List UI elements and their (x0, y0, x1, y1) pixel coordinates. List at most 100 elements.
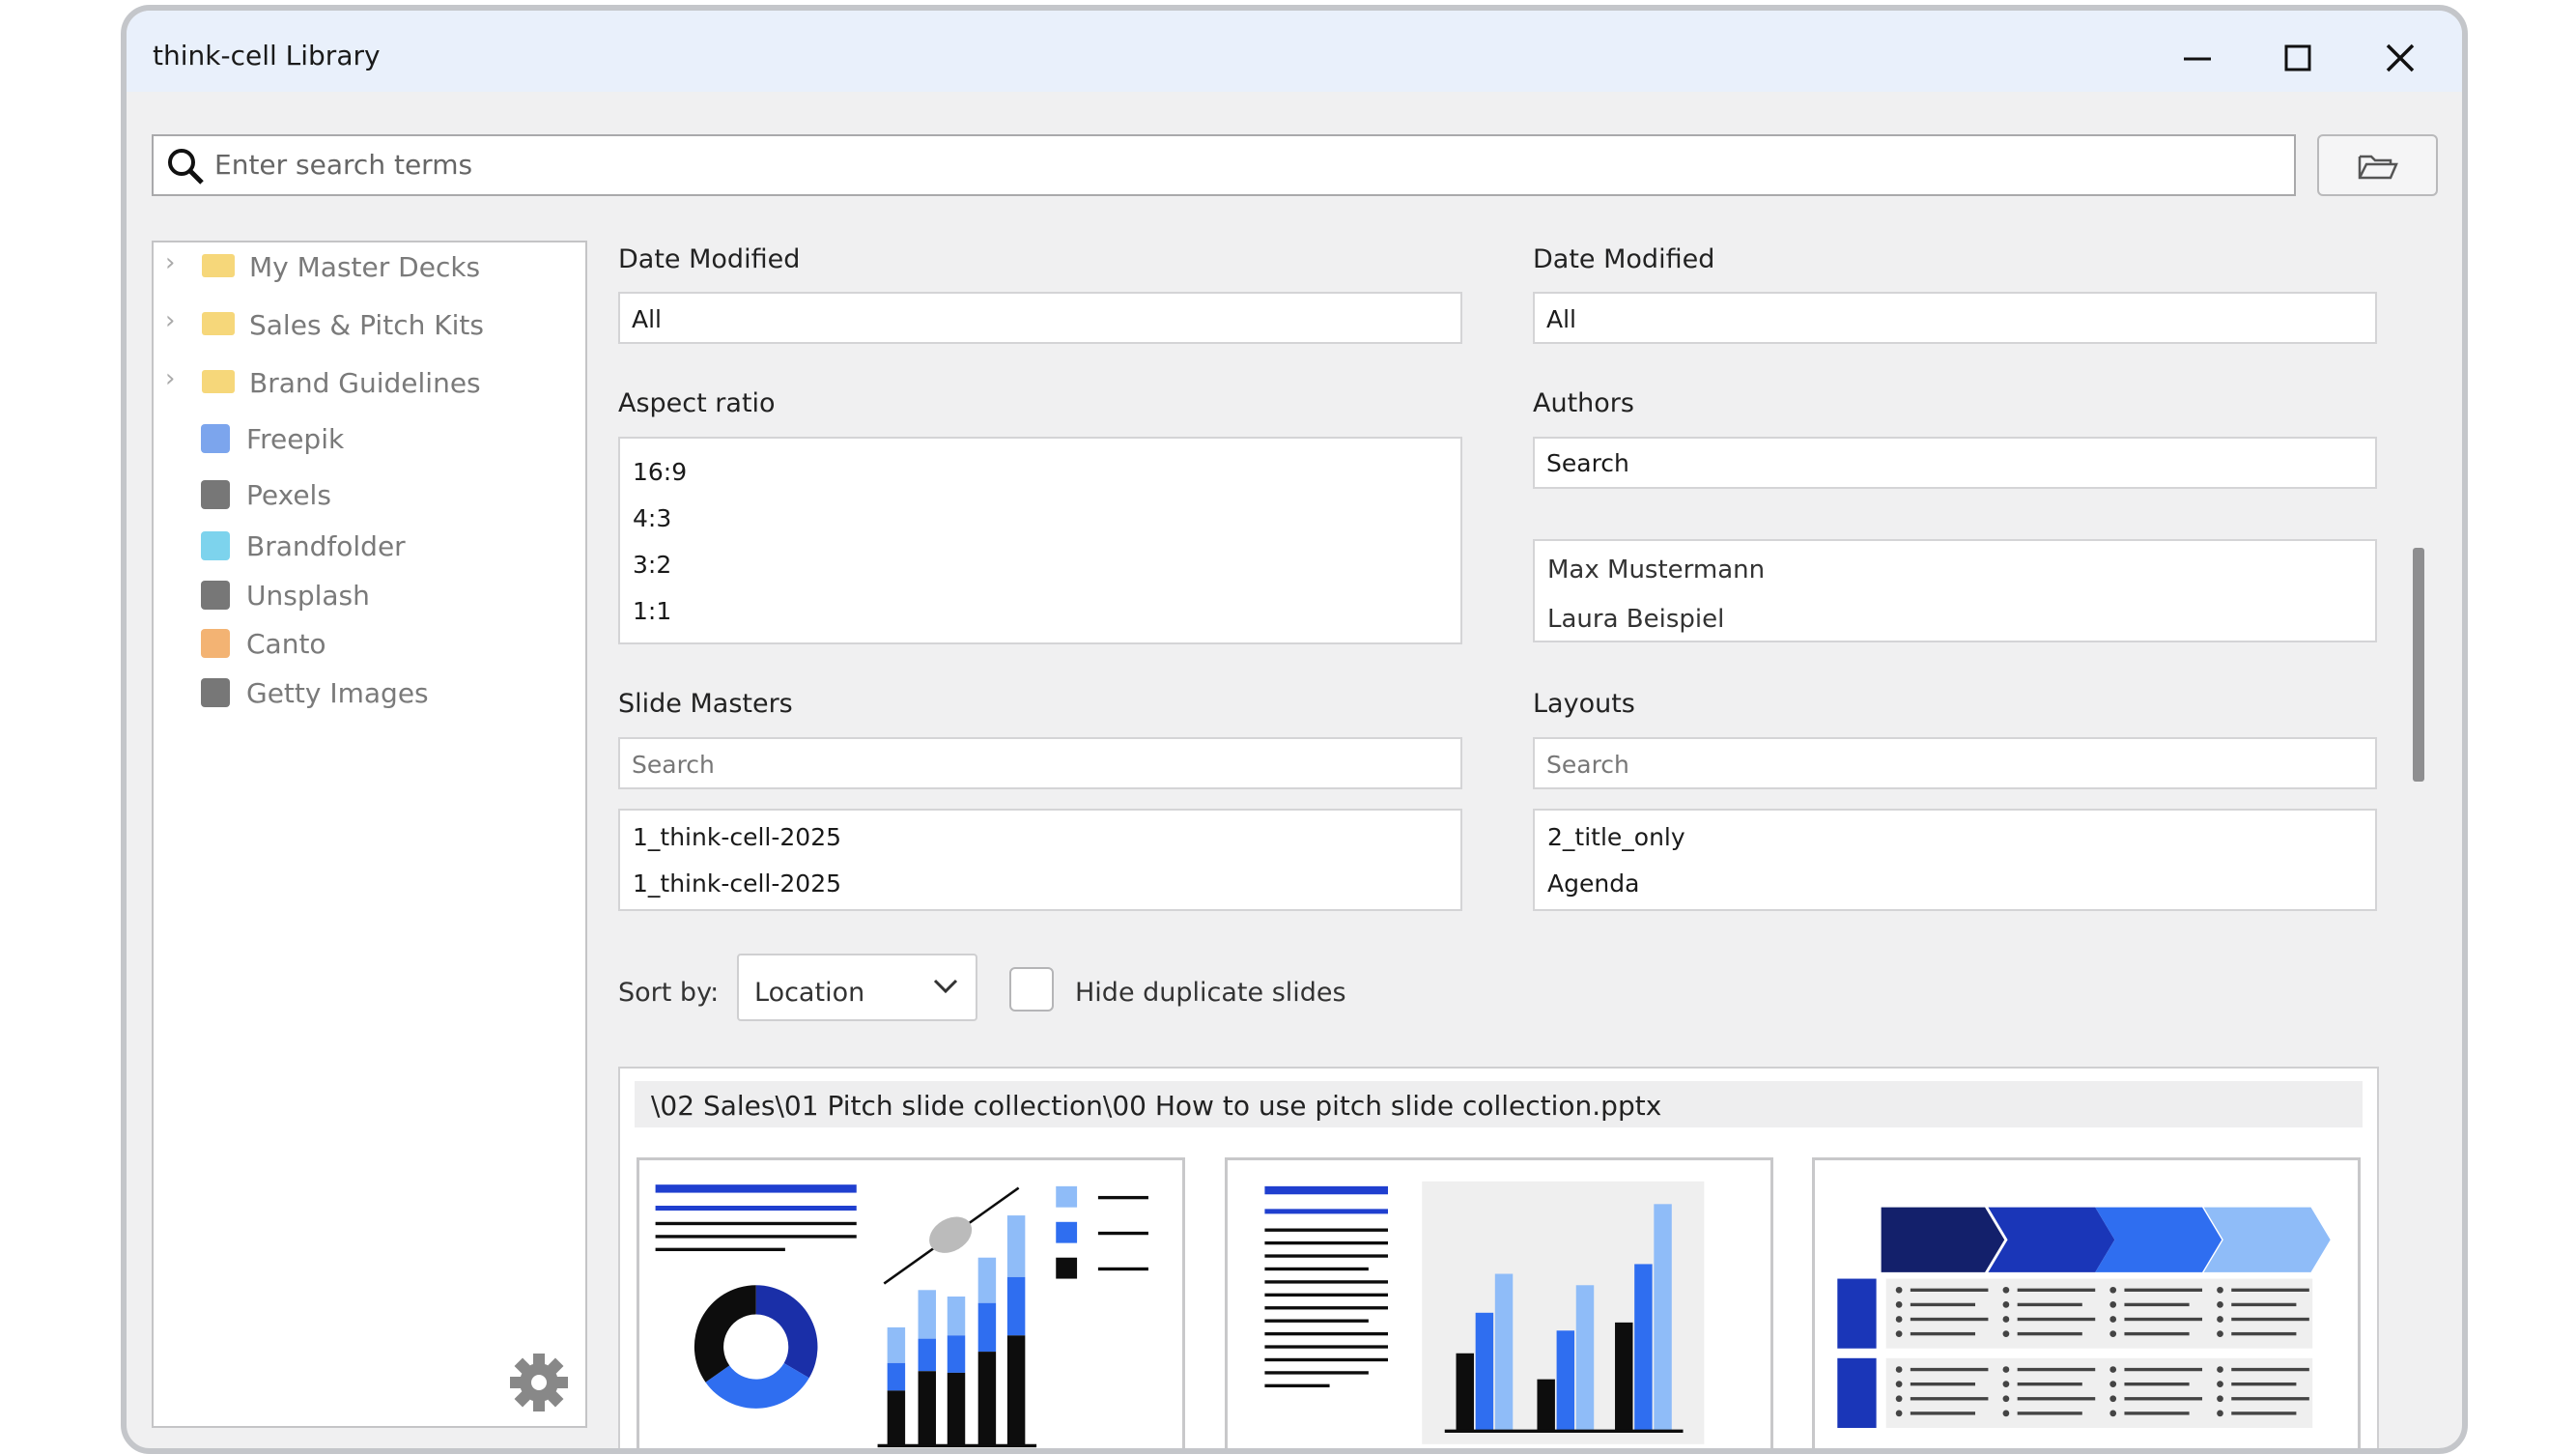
date-dropdown[interactable] (618, 292, 1462, 344)
slide-master-option[interactable]: 1_think-cell-2025 (633, 823, 842, 851)
aspect-option[interactable]: 3:2 (633, 551, 672, 579)
bar (1556, 1330, 1575, 1432)
aspect-list (618, 437, 1462, 644)
bullet-line (1910, 1302, 1976, 1307)
date-dropdown[interactable] (1533, 292, 2377, 344)
folder-name[interactable]: Brand Guidelines (249, 367, 481, 399)
bar-segment (887, 1390, 906, 1446)
bullet (2002, 1316, 2010, 1323)
legend-swatch (1056, 1185, 1078, 1208)
expand-chevron[interactable]: › (165, 248, 176, 277)
sidebar (152, 241, 587, 1428)
shape (655, 1184, 857, 1193)
folder-icon (202, 370, 235, 393)
bar (1456, 1353, 1474, 1432)
source-name[interactable]: Brandfolder (246, 530, 406, 562)
text-line (1264, 1240, 1389, 1245)
aspect-option[interactable]: 1:1 (633, 597, 672, 625)
bullet-line (2231, 1397, 2309, 1401)
slide-master-option[interactable]: 1_think-cell-2025 (633, 870, 842, 898)
folder-name[interactable]: My Master Decks (249, 251, 481, 283)
bullet (2217, 1286, 2223, 1294)
settings-gear[interactable] (508, 1352, 570, 1413)
slide-thumbnail[interactable] (1812, 1157, 2361, 1454)
bullet (2002, 1366, 2010, 1373)
bullet-line (2124, 1411, 2190, 1415)
bullet (2217, 1410, 2223, 1417)
shape (655, 1235, 857, 1239)
source-icon (201, 678, 230, 707)
slide-thumbnail[interactable] (637, 1157, 1185, 1454)
search-box[interactable] (152, 134, 2296, 196)
bar-segment (947, 1372, 966, 1446)
sort-dropdown[interactable] (737, 954, 977, 1021)
source-name[interactable]: Getty Images (246, 677, 429, 709)
row-block (1837, 1357, 1877, 1428)
source-name[interactable]: Freepik (246, 423, 345, 455)
row-block (1837, 1278, 1877, 1349)
bar (1475, 1312, 1494, 1432)
gear-tooth (514, 1357, 532, 1376)
bar-segment (947, 1297, 966, 1336)
hide-duplicates-checkbox[interactable] (1009, 967, 1054, 1012)
title-bar (127, 11, 2462, 92)
legend-swatch (1056, 1221, 1078, 1243)
bullet (2109, 1330, 2117, 1337)
text-line (1264, 1383, 1330, 1388)
expand-chevron[interactable]: › (165, 306, 176, 335)
bullet-line (1910, 1317, 1989, 1322)
text-line (1264, 1228, 1389, 1232)
shape (655, 1247, 785, 1252)
filter-label: Date Modified (618, 244, 801, 274)
author-option[interactable]: Laura Beispiel (1547, 605, 1725, 634)
bullet-line (2017, 1411, 2082, 1415)
layout-option[interactable]: Agenda (1547, 870, 1640, 898)
source-name[interactable]: Pexels (246, 479, 331, 511)
bullet-line (2231, 1411, 2297, 1415)
bar-segment (977, 1302, 997, 1353)
authors-search[interactable] (1533, 437, 2377, 489)
bullet-line (2231, 1367, 2309, 1372)
author-option[interactable]: Max Mustermann (1547, 556, 1766, 584)
scrollbar[interactable] (2413, 548, 2424, 782)
bullet-line (2017, 1288, 2096, 1292)
expand-chevron[interactable]: › (165, 364, 176, 393)
maximize[interactable] (2284, 44, 2311, 71)
bullet-line (2124, 1288, 2203, 1292)
text-line (1264, 1293, 1389, 1297)
bar-segment (1006, 1335, 1026, 1446)
text-line (1264, 1280, 1389, 1284)
bullet-line (1910, 1411, 1976, 1415)
layout-option[interactable]: 2_title_only (1547, 823, 1685, 851)
bullet-line (1910, 1331, 1976, 1336)
bullet-line (2124, 1331, 2190, 1336)
filter-label: Aspect ratio (618, 388, 776, 418)
chevron (1881, 1207, 2005, 1272)
bullet-line (1910, 1382, 1976, 1386)
layouts-search[interactable] (1533, 737, 2377, 789)
bar-segment (1006, 1276, 1026, 1336)
bullet-line (2124, 1317, 2203, 1322)
filter-label: Slide Masters (618, 689, 793, 719)
source-name[interactable]: Canto (246, 628, 326, 660)
bullet-line (2231, 1302, 2297, 1307)
bullet-line (2231, 1331, 2297, 1336)
source-name[interactable]: Unsplash (246, 580, 370, 612)
slide-thumbnail[interactable] (1225, 1157, 1773, 1454)
date-value: All (632, 305, 662, 333)
bar-segment (887, 1326, 906, 1363)
chevron (2203, 1207, 2331, 1272)
bullet (2217, 1366, 2223, 1373)
text-line (1264, 1371, 1369, 1375)
text-line (1264, 1331, 1389, 1336)
folder-name[interactable]: Sales & Pitch Kits (249, 309, 484, 341)
donut-segment (755, 1285, 818, 1379)
close[interactable] (2386, 43, 2415, 72)
gear-tooth (546, 1357, 564, 1376)
shape (655, 1206, 857, 1212)
gear-tooth (533, 1354, 545, 1367)
aspect-option[interactable]: 16:9 (633, 458, 688, 486)
slide-masters-search[interactable] (618, 737, 1462, 789)
aspect-option[interactable]: 4:3 (633, 504, 672, 532)
